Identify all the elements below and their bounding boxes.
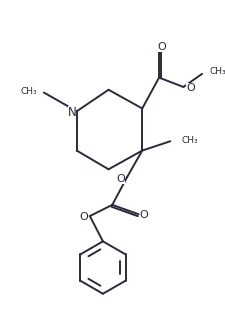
- Text: O: O: [79, 212, 87, 222]
- Text: O: O: [157, 42, 166, 52]
- Text: O: O: [185, 83, 194, 93]
- Text: N: N: [67, 106, 76, 119]
- Text: CH₃: CH₃: [209, 67, 225, 76]
- Text: O: O: [139, 210, 148, 220]
- Text: CH₃: CH₃: [21, 87, 37, 96]
- Text: O: O: [116, 174, 124, 184]
- Text: CH₃: CH₃: [181, 136, 197, 145]
